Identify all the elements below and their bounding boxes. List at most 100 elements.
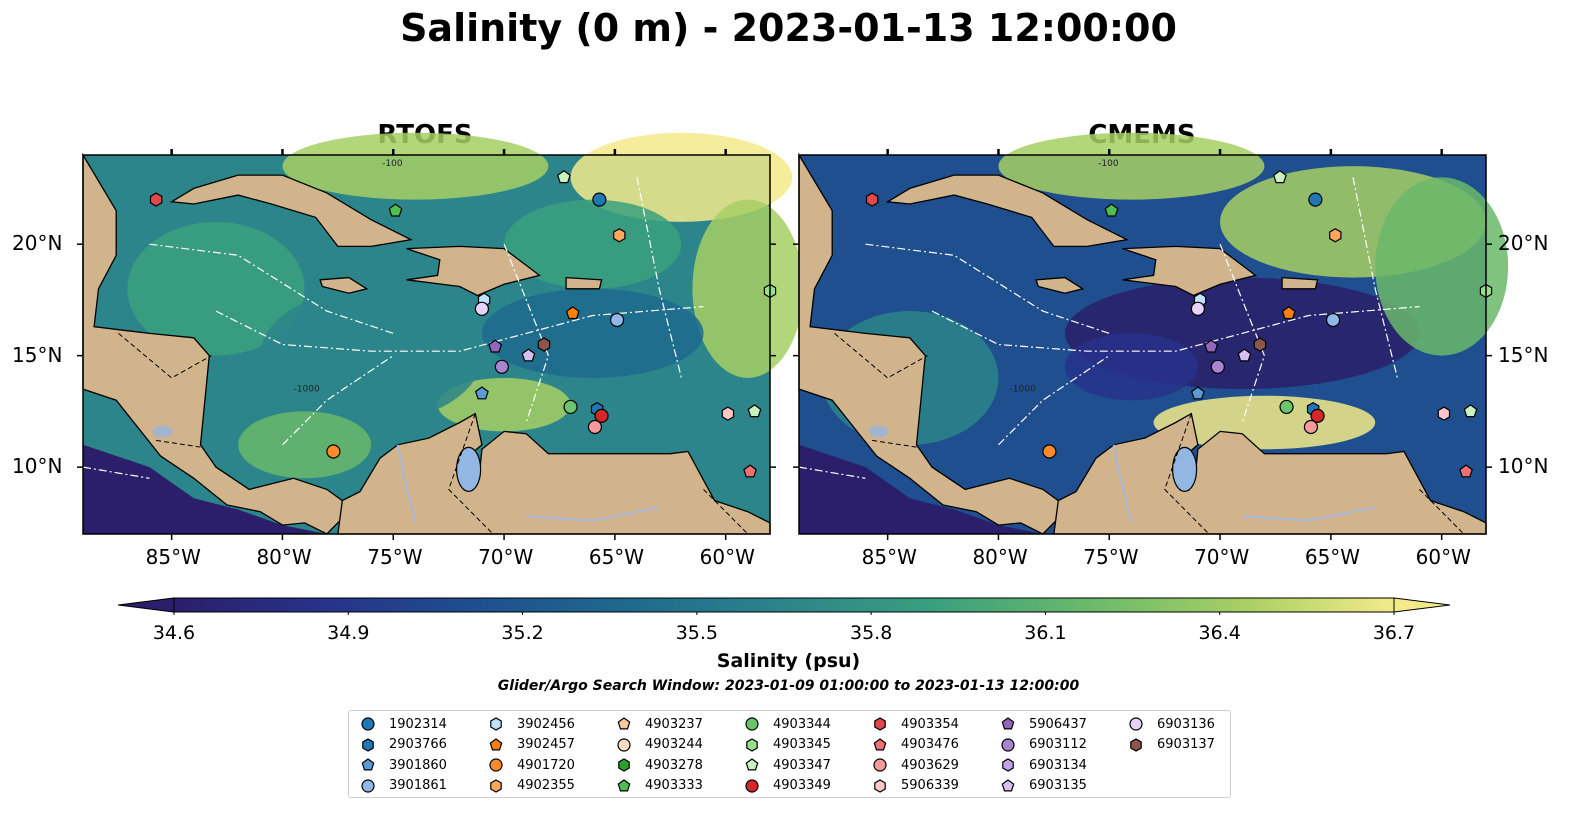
salinity-patch: [1064, 333, 1198, 401]
legend-label: 4901720: [517, 757, 575, 773]
salinity-patch: [504, 199, 682, 289]
circle-marker-icon: [873, 758, 887, 772]
legend-entry-4901720: 4901720: [487, 755, 575, 775]
legend-label: 4903278: [645, 757, 703, 773]
central-america-land: [82, 152, 350, 535]
legend-label: 4903333: [645, 778, 703, 793]
float-marker-6903136: [474, 301, 490, 316]
legend-entry-3901861: 3901861: [359, 776, 447, 796]
legend-label: 4903629: [901, 757, 959, 773]
circle-marker-icon: [745, 717, 759, 731]
jamaica-land: [319, 276, 369, 294]
hexagon-marker-icon: [490, 717, 502, 731]
legend-label: 3901860: [389, 757, 447, 773]
float-marker-5906339: [1437, 406, 1451, 421]
float-marker-4903344: [1279, 399, 1294, 415]
circle-marker-icon: [745, 778, 759, 793]
float-marker-4903629: [587, 419, 603, 435]
float-marker-1902314: [1308, 192, 1323, 207]
cmems-salinity-map: -1000 -100: [793, 132, 1509, 540]
eez-boundary: [149, 243, 394, 334]
legend-label: 3902457: [517, 737, 575, 752]
river: [526, 506, 660, 522]
colorbar-label: Salinity (psu): [716, 650, 861, 672]
hispaniola-land: [406, 245, 541, 297]
lat-tick-label-left: 10°N: [12, 454, 63, 479]
legend-label: 4903244: [645, 737, 703, 752]
legend-label: 4903349: [773, 778, 831, 793]
contour-label: -100: [1098, 159, 1119, 169]
puerto-rico-land: [1281, 276, 1319, 290]
eez-boundary: [282, 355, 394, 446]
hexagon-marker-icon: [1130, 737, 1142, 752]
float-marker-3902457: [1281, 306, 1296, 320]
legend-entry-4903629: 4903629: [871, 755, 959, 775]
float-marker-4903347: [556, 170, 571, 184]
legend-entry-3901860: 3901860: [359, 755, 447, 775]
pentagon-marker-icon: [489, 737, 503, 750]
eez-boundary: [1219, 243, 1266, 423]
salinity-patch: [238, 411, 372, 479]
float-marker-3901860: [474, 386, 489, 400]
colorbar-tick-label: 36.7: [1372, 622, 1416, 644]
circle-marker-icon: [1129, 717, 1143, 731]
lon-tick-label-rtofs: 60°W: [699, 545, 755, 569]
float-marker-4903354: [149, 192, 163, 207]
float-marker-6903137: [537, 337, 551, 352]
eez-boundary: [798, 466, 866, 479]
legend-label: 3902456: [517, 716, 575, 732]
float-marker-4903629: [1303, 419, 1319, 435]
country-border: [448, 413, 494, 535]
legend-entry-3902457: 3902457: [487, 735, 575, 755]
lat-tick-label-left: 20°N: [12, 231, 63, 256]
colorbar-tick-label: 36.4: [1198, 622, 1241, 644]
pentagon-marker-icon: [745, 758, 759, 771]
contour-label: -100: [382, 159, 403, 169]
colorbar-tick-label: 36.1: [1024, 622, 1067, 644]
float-marker-4903349: [1310, 408, 1325, 423]
legend-label: 5906437: [1029, 716, 1087, 732]
lon-tick-label-cmems: 85°W: [861, 545, 917, 569]
legend-entry-6903136: 6903136: [1127, 714, 1215, 734]
eez-boundary: [503, 243, 550, 423]
legend-entry-4903349: 4903349: [743, 776, 831, 796]
river: [1112, 444, 1133, 524]
country-border: [703, 489, 749, 535]
salinity-patch: [998, 132, 1265, 200]
eez-boundary: [82, 466, 150, 479]
lon-tick-label-cmems: 65°W: [1304, 545, 1361, 569]
map-frame: [82, 154, 771, 535]
hexagon-marker-icon: [874, 717, 886, 731]
legend-entry-6903137: 6903137: [1127, 735, 1215, 755]
legend-label: 6903134: [1029, 757, 1087, 773]
legend-entry-4903345: 4903345: [743, 735, 831, 755]
float-marker-4903349: [594, 408, 609, 423]
salinity-patch: [260, 288, 482, 423]
legend-entry-6903112: 6903112: [999, 735, 1087, 755]
legend-entry-4903278: 4903278: [615, 755, 703, 775]
legend-label: 6903112: [1029, 737, 1087, 752]
lat-tick-label-right: 15°N: [1498, 342, 1549, 367]
pentagon-marker-icon: [617, 717, 631, 730]
circle-marker-icon: [361, 778, 375, 793]
legend-label: 6903135: [1029, 778, 1087, 793]
float-marker-4903333: [1104, 203, 1119, 217]
puerto-rico-land: [565, 276, 603, 290]
eez-boundary: [636, 177, 682, 379]
hexagon-marker-icon: [618, 758, 630, 772]
float-marker-3901861: [609, 312, 625, 328]
legend-entry-4902355: 4902355: [487, 776, 575, 796]
float-marker-5906437: [488, 339, 503, 353]
country-border: [834, 333, 928, 379]
lon-tick-label-cmems: 70°W: [1194, 545, 1250, 569]
salinity-colorbar: [118, 597, 1450, 615]
salinity-patch: [282, 132, 549, 200]
hexagon-marker-icon: [874, 778, 886, 793]
legend-label: 2903766: [389, 737, 447, 752]
eez-boundary: [998, 355, 1110, 446]
country-border: [118, 333, 212, 379]
pacific-ocean: [83, 444, 327, 534]
salinity-patch: [1375, 177, 1509, 356]
legend-label: 4903344: [773, 716, 831, 732]
legend-label: 4903237: [645, 716, 703, 732]
